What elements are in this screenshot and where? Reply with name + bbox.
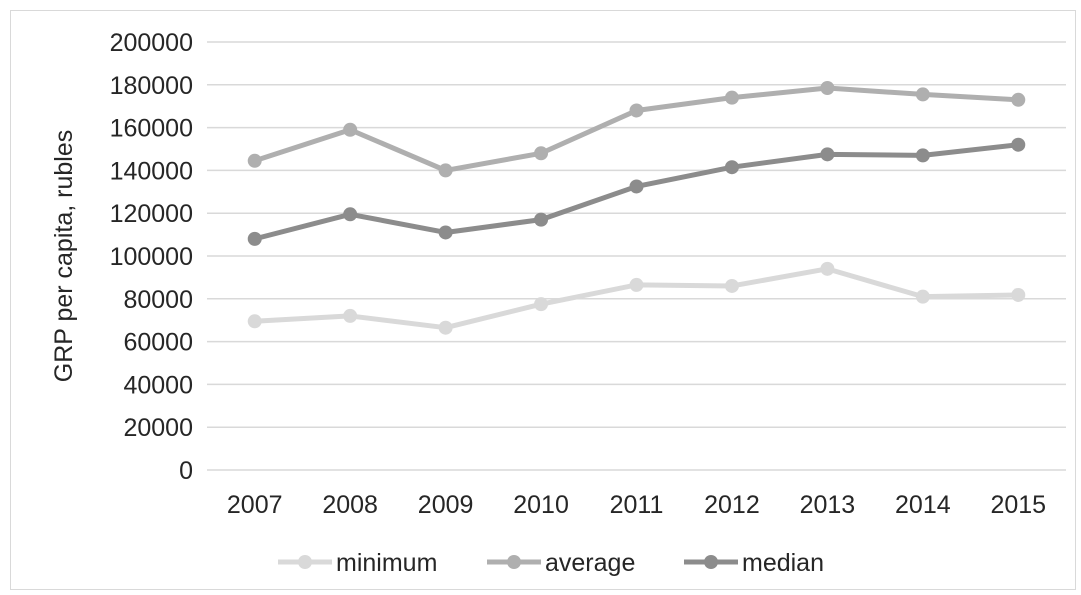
x-axis-ticks: 2007 2008 2009 2010 2011 2012 2013 2014 2015 [227,491,1046,519]
x-tick-label: 2013 [800,491,856,519]
y-tick-label: 20000 [123,414,193,442]
legend-label: minimum [336,549,437,577]
data-point [343,207,358,222]
y-tick-label: 60000 [123,329,193,357]
data-point [820,81,835,96]
y-tick-label: 40000 [123,371,193,399]
y-tick-label: 80000 [123,286,193,314]
series-minimum [247,261,1026,335]
data-point [629,103,644,118]
data-point [724,160,739,175]
data-point [438,163,453,178]
legend-label: average [545,549,635,577]
series-line [253,85,1019,173]
data-point [247,153,262,168]
data-point [629,277,644,292]
data-point [820,261,835,276]
data-point [724,90,739,105]
y-tick-label: 160000 [110,115,193,143]
data-point [629,179,644,194]
data-point [915,148,930,163]
legend-item-median: median [684,549,824,577]
x-tick-label: 2014 [895,491,951,519]
data-point [534,212,549,227]
x-tick-label: 2012 [704,491,760,519]
x-tick-label: 2009 [418,491,474,519]
series-lines [247,81,1026,335]
y-tick-label: 0 [179,457,193,485]
data-point [534,297,549,312]
y-axis-ticks: 0 20000 40000 60000 80000 100000 120000 140000 1… [110,29,193,485]
x-tick-label: 2008 [322,491,378,519]
legend-marker [298,555,312,569]
data-point [343,122,358,137]
y-tick-label: 100000 [110,243,193,271]
data-point [724,278,739,293]
data-point [915,87,930,102]
series-average [247,81,1026,178]
x-tick-label: 2015 [990,491,1046,519]
data-point [534,146,549,161]
x-tick-label: 2011 [610,491,664,519]
x-tick-label: 2007 [227,491,283,519]
series-median [247,137,1026,246]
y-tick-label: 140000 [110,157,193,185]
legend: minimum average median [278,549,824,577]
legend-marker [704,555,718,569]
data-point [247,231,262,246]
x-tick-label: 2010 [513,491,569,519]
y-axis-label: GRP per capita, rubles [50,130,78,382]
data-point [247,314,262,329]
data-point [820,147,835,162]
data-point [915,289,930,304]
data-point [1011,92,1026,107]
y-tick-label: 120000 [110,200,193,228]
y-tick-label: 200000 [110,29,193,57]
y-tick-label: 180000 [110,72,193,100]
data-point [438,225,453,240]
data-point [438,320,453,335]
legend-marker [507,555,521,569]
data-point [343,308,358,323]
legend-label: median [742,549,824,577]
legend-item-minimum: minimum [278,549,437,577]
data-point [1011,137,1026,152]
legend-item-average: average [487,549,635,577]
data-point [1011,287,1026,302]
